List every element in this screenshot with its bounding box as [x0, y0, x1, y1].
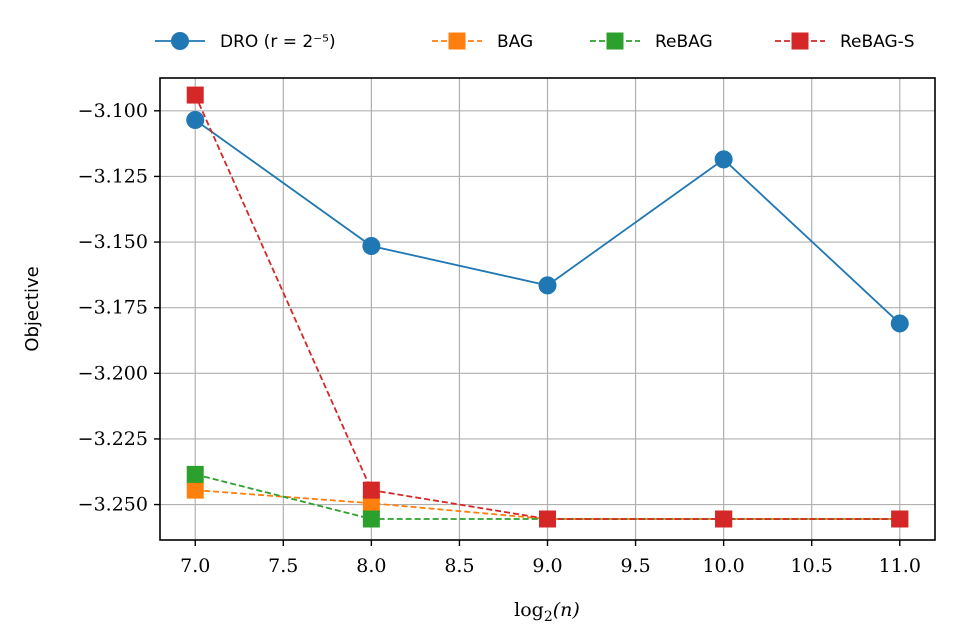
series-dro-r-2- [186, 111, 909, 333]
x-tick-label: 9.0 [532, 555, 562, 577]
data-point [362, 510, 380, 528]
data-point [186, 481, 204, 499]
legend-entry: DRO (r = 2⁻⁵) [155, 32, 336, 52]
y-tick-label: −3.150 [78, 231, 148, 253]
x-tick-label: 10.0 [702, 555, 744, 577]
x-tick-label: 8.0 [356, 555, 386, 577]
data-point [186, 86, 204, 104]
x-tick-label: 10.5 [791, 555, 833, 577]
series-group [186, 86, 909, 528]
data-point [538, 276, 557, 295]
x-tick-label: 8.5 [444, 555, 474, 577]
x-tick-label: 11.0 [879, 555, 921, 577]
legend-label: BAG [497, 32, 533, 52]
y-tick-label: −3.100 [78, 100, 148, 122]
series-line [195, 473, 900, 520]
y-tick-label: −3.250 [78, 494, 148, 516]
legend-label: ReBAG-S [840, 32, 915, 52]
legend-marker [448, 32, 466, 50]
y-tick-label: −3.125 [78, 165, 148, 187]
y-axis: −3.100 −3.125 −3.150 −3.175 −3.200 −3.225 −3.2… [78, 100, 160, 516]
y-tick-label: −3.225 [78, 428, 148, 450]
data-point [539, 510, 556, 528]
x-tick-label: 7.5 [268, 555, 298, 577]
x-axis: 7.0 7.5 8.0 8.5 9.0 9.5 10.0 10.5 11.0 [180, 540, 921, 577]
data-point [362, 494, 380, 512]
legend-entry: ReBAG [590, 32, 713, 52]
legend-marker [171, 32, 189, 50]
y-tick-label: −3.175 [78, 297, 148, 319]
data-point [186, 465, 204, 483]
data-point [362, 237, 381, 255]
data-point [890, 314, 909, 333]
x-axis-label: log2(n) [514, 599, 580, 625]
y-axis-label: Objective [22, 266, 43, 351]
legend-entry: ReBAG-S [775, 32, 915, 52]
data-point [362, 481, 380, 499]
series-line [194, 94, 900, 520]
legend-label: DRO (r = 2⁻⁵) [220, 32, 336, 52]
x-tick-label: 9.5 [620, 555, 650, 577]
legend-label: ReBAG [655, 32, 713, 52]
legend: DRO (r = 2⁻⁵) BAG ReBAG ReBAG-S [155, 32, 915, 52]
data-point [891, 510, 909, 528]
series-rebag-s [186, 86, 909, 528]
legend-marker [606, 32, 624, 50]
data-point [714, 150, 733, 169]
grid [160, 78, 935, 540]
data-point [715, 510, 733, 528]
legend-entry: BAG [432, 32, 533, 52]
data-point [186, 111, 205, 129]
x-tick-label: 7.0 [180, 555, 210, 577]
legend-marker [791, 32, 809, 50]
y-tick-label: −3.200 [78, 362, 148, 384]
